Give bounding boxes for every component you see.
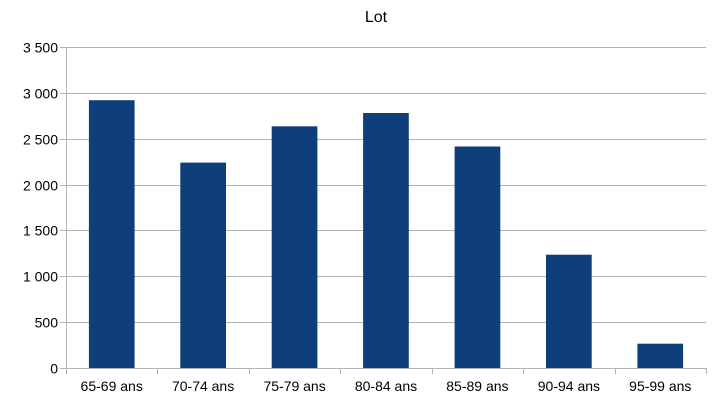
bar-95-99-ans: [637, 343, 684, 368]
bar-85-89-ans: [454, 146, 501, 368]
y-axis: 0 500 1 000 1 500 2 000 2 500 3 000 3 500: [23, 40, 67, 377]
y-tick-label: 500: [35, 315, 59, 331]
y-tick-label: 1 500: [23, 223, 58, 239]
x-tick-label: 65-69 ans: [81, 378, 143, 394]
y-tick-label: 1 000: [23, 269, 58, 285]
bar-65-69-ans: [88, 100, 135, 368]
bars: [88, 100, 684, 368]
x-axis: 65-69 ans 70-74 ans 75-79 ans 80-84 ans 85-8…: [66, 368, 707, 394]
chart-title: Lot: [365, 9, 388, 26]
x-tick-label: 95-99 ans: [629, 378, 691, 394]
x-tick-label: 85-89 ans: [446, 378, 508, 394]
bar-80-84-ans: [363, 113, 409, 368]
x-tick-label: 75-79 ans: [263, 378, 325, 394]
y-tick-label: 0: [50, 361, 58, 377]
x-tick-label: 70-74 ans: [172, 378, 234, 394]
y-tick-label: 3 000: [23, 86, 58, 102]
x-tick-label: 80-84 ans: [355, 378, 417, 394]
y-tick-label: 2 500: [23, 132, 58, 148]
bar-75-79-ans: [271, 126, 318, 368]
bar-90-94-ans: [546, 254, 592, 368]
x-tick-label: 90-94 ans: [538, 378, 600, 394]
y-tick-label: 2 000: [23, 178, 58, 194]
y-tick-label: 3 500: [23, 40, 58, 56]
bar-70-74-ans: [180, 162, 226, 368]
